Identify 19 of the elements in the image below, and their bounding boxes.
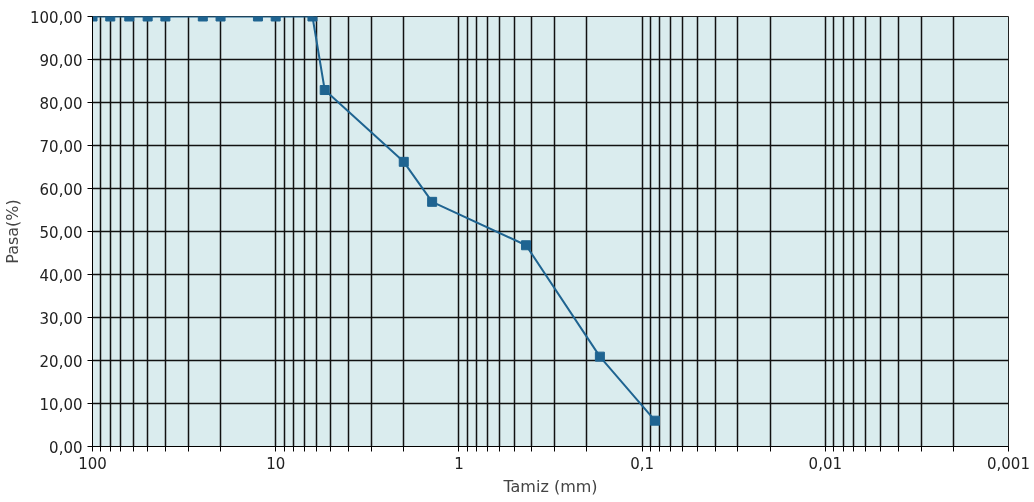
x-axis-title: Tamiz (mm) (502, 476, 598, 496)
y-tick-label: 30,00 (39, 309, 83, 328)
x-tick-label: 0,01 (808, 454, 843, 473)
x-tick-label: 1 (454, 454, 464, 473)
x-tick-label: 0,001 (987, 454, 1030, 473)
y-tick-label: 90,00 (39, 51, 83, 70)
y-tick-label: 70,00 (39, 137, 83, 156)
y-tick-label: 10,00 (39, 395, 83, 414)
y-tick-label: 50,00 (39, 223, 83, 242)
y-tick-label: 100,00 (30, 8, 83, 27)
y-tick-label: 0,00 (49, 438, 83, 457)
y-tick-label: 20,00 (39, 352, 83, 371)
y-tick-label: 80,00 (39, 94, 83, 113)
y-tick-label: 40,00 (39, 266, 83, 285)
x-tick-label: 10 (266, 454, 286, 473)
x-tick-label: 0,1 (630, 454, 655, 473)
y-tick-label: 60,00 (39, 180, 83, 199)
x-tick-label: 100 (78, 454, 107, 473)
y-axis-title: Pasa(%) (3, 199, 23, 264)
